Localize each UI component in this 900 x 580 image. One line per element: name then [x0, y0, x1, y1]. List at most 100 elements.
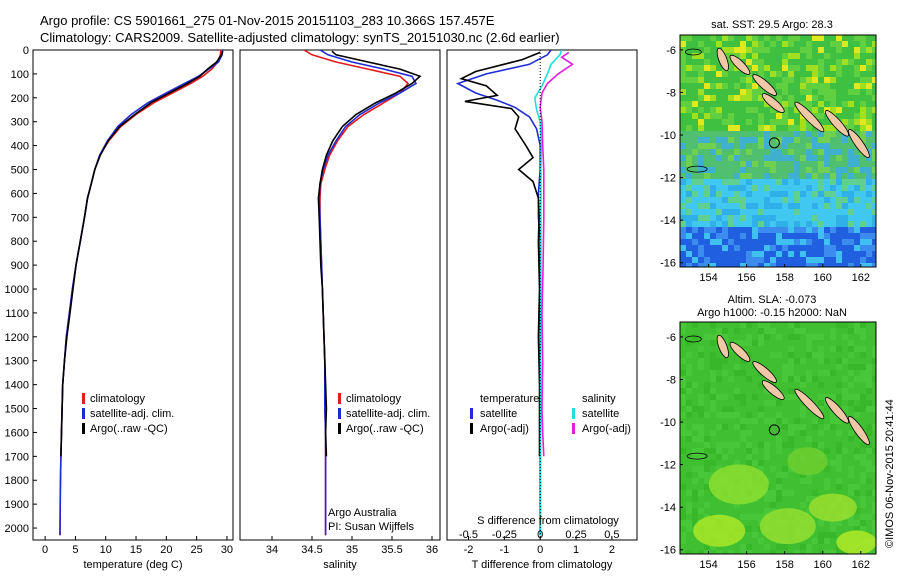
map-cell	[800, 490, 806, 496]
map-cell	[680, 173, 686, 179]
map-cell	[794, 406, 800, 412]
map-cell	[860, 71, 866, 77]
map-cell	[872, 221, 876, 227]
map-cell	[848, 47, 854, 53]
map-cell	[800, 322, 806, 328]
map-cell	[740, 239, 746, 245]
map-cell	[818, 484, 824, 490]
map-cell	[812, 424, 818, 430]
map-cell	[716, 257, 722, 263]
map-cell	[854, 394, 860, 400]
legend-swatch	[82, 408, 85, 419]
y-tick-label: 1600	[5, 427, 29, 439]
map-cell	[758, 35, 764, 41]
legend-swatch	[470, 408, 473, 419]
map-cell	[812, 233, 818, 239]
map-cell	[686, 155, 692, 161]
map-cell	[830, 35, 836, 41]
map-cell	[710, 41, 716, 47]
map-cell	[848, 77, 854, 83]
map-cell	[752, 197, 758, 203]
map-cell	[818, 191, 824, 197]
map-cell	[860, 221, 866, 227]
map-cell	[710, 406, 716, 412]
map-cell	[776, 239, 782, 245]
map-cell	[836, 101, 842, 107]
map-cell	[866, 59, 872, 65]
map-cell	[794, 221, 800, 227]
map-cell	[770, 53, 776, 59]
map-cell	[686, 77, 692, 83]
map-cell	[794, 478, 800, 484]
map-cell	[770, 352, 776, 358]
x-tick-label: 156	[737, 559, 755, 571]
map-cell	[764, 149, 770, 155]
map-cell	[680, 71, 686, 77]
map-cell	[692, 137, 698, 143]
map-cell	[770, 119, 776, 125]
map-cell	[776, 263, 782, 267]
map-cell	[734, 185, 740, 191]
map-cell	[854, 113, 860, 119]
map-cell	[782, 143, 788, 149]
map-cell	[728, 119, 734, 125]
s-tick-label: -0.25	[492, 529, 517, 541]
map-cell	[698, 400, 704, 406]
map-cell	[704, 83, 710, 89]
map-cell	[716, 322, 722, 328]
map-cell	[842, 466, 848, 472]
x-tick-label: 34	[266, 544, 278, 556]
map-cell	[806, 328, 812, 334]
map-cell	[842, 149, 848, 155]
map-cell	[794, 95, 800, 101]
map-cell	[818, 239, 824, 245]
map-cell	[872, 191, 876, 197]
island	[729, 341, 751, 362]
map-cell	[788, 490, 794, 496]
map-cell	[698, 149, 704, 155]
map-cell	[746, 155, 752, 161]
map-cell	[842, 520, 848, 526]
map-cell	[680, 41, 686, 47]
map-cell	[746, 95, 752, 101]
map-cell	[698, 251, 704, 257]
map-cell	[740, 53, 746, 59]
map-cell	[866, 179, 872, 185]
map-cell	[866, 239, 872, 245]
map-cell	[842, 161, 848, 167]
map-cell	[686, 508, 692, 514]
map-cell	[830, 346, 836, 352]
map-cell	[716, 119, 722, 125]
map-cell	[692, 101, 698, 107]
y-tick-label: 200	[11, 93, 29, 105]
map-cell	[770, 496, 776, 502]
map-cell	[686, 257, 692, 263]
map-cell	[854, 95, 860, 101]
map-cell	[836, 346, 842, 352]
map-cell	[860, 209, 866, 215]
map-cell	[758, 89, 764, 95]
map-cell	[734, 508, 740, 514]
map-cell	[854, 161, 860, 167]
map-cell	[746, 328, 752, 334]
map-cell	[830, 203, 836, 209]
island	[794, 101, 825, 133]
map-cell	[860, 526, 866, 532]
map-cell	[758, 137, 764, 143]
map-cell	[800, 65, 806, 71]
map-cell	[866, 526, 872, 532]
map-cell	[788, 442, 794, 448]
map-cell	[818, 490, 824, 496]
map-cell	[740, 161, 746, 167]
map-cell	[824, 167, 830, 173]
map-cell	[824, 95, 830, 101]
map-cell	[728, 430, 734, 436]
map-cell	[842, 442, 848, 448]
map-cell	[788, 107, 794, 113]
map-cell	[854, 131, 860, 137]
map-cell	[740, 155, 746, 161]
map-cell	[872, 346, 876, 352]
map-cell	[800, 544, 806, 550]
island	[794, 388, 825, 420]
map-cell	[746, 251, 752, 257]
